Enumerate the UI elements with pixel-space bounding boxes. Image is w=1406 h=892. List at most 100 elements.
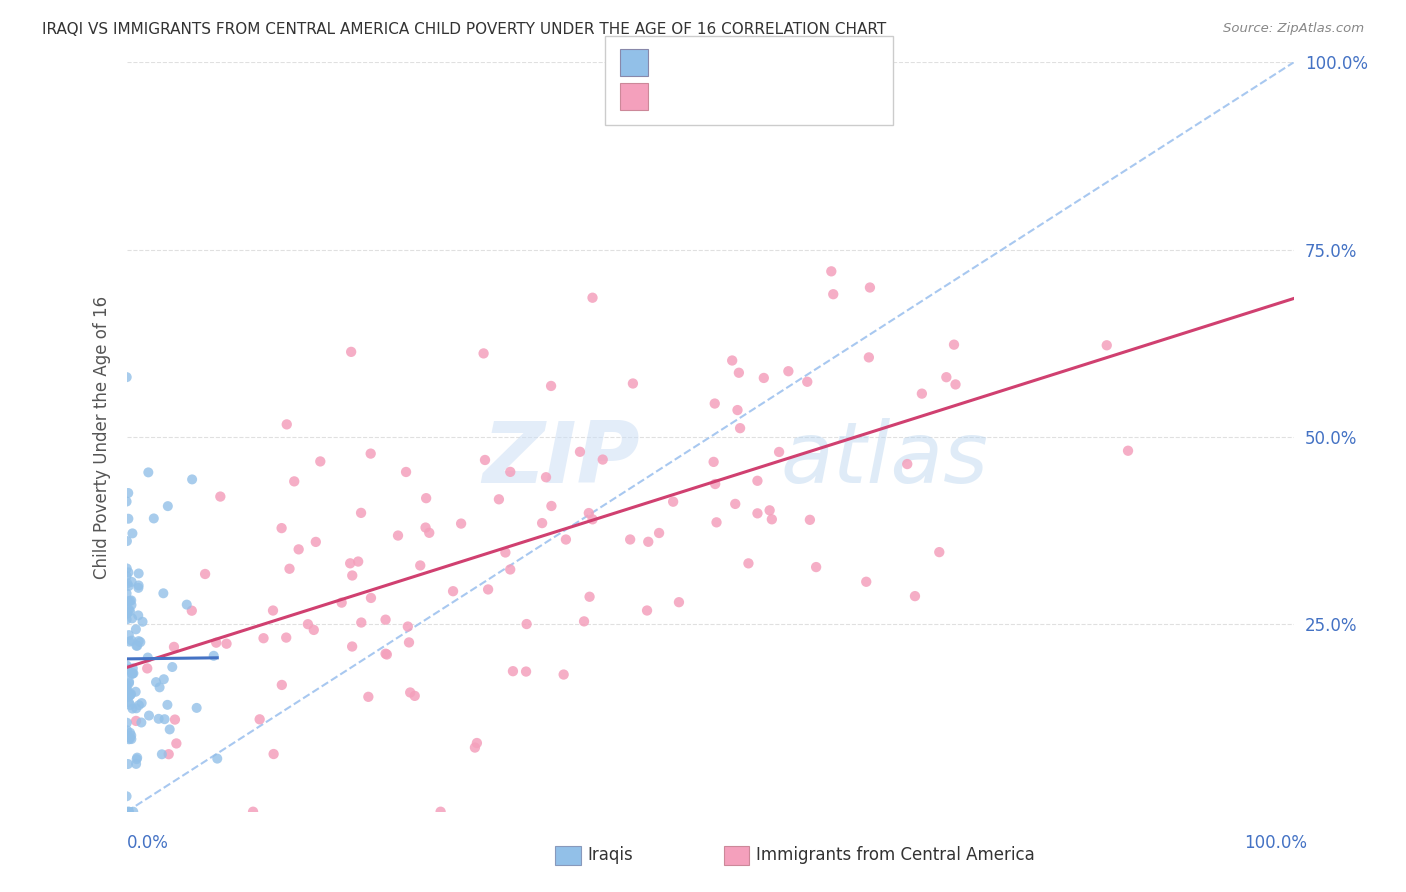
Point xyxy=(429,805,451,819)
Point xyxy=(118,805,141,819)
Point xyxy=(249,712,271,726)
Point xyxy=(350,506,373,520)
Point xyxy=(1095,338,1118,352)
Point xyxy=(703,396,725,410)
Point xyxy=(142,511,165,525)
Point xyxy=(465,736,488,750)
Point xyxy=(162,660,184,674)
Point xyxy=(531,516,554,530)
Point xyxy=(115,728,138,742)
Point xyxy=(553,667,575,681)
Point xyxy=(165,736,187,750)
Point xyxy=(152,586,174,600)
Point xyxy=(153,672,176,686)
Point xyxy=(117,486,139,500)
Point xyxy=(115,586,138,600)
Point xyxy=(540,379,562,393)
Point xyxy=(499,465,522,479)
Point xyxy=(117,566,139,580)
Point xyxy=(136,661,159,675)
Point xyxy=(118,628,141,642)
Point xyxy=(357,690,380,704)
Point xyxy=(360,447,382,461)
Point xyxy=(297,617,319,632)
Point xyxy=(121,666,143,681)
Point xyxy=(494,545,516,559)
Point xyxy=(758,503,780,517)
Point xyxy=(578,506,600,520)
Point xyxy=(399,685,422,699)
Point xyxy=(858,351,880,365)
Point xyxy=(398,635,420,649)
Point xyxy=(117,756,139,771)
Text: 0.242: 0.242 xyxy=(699,54,752,71)
Text: N =: N = xyxy=(759,87,796,105)
Point xyxy=(270,521,292,535)
Point xyxy=(569,445,592,459)
Point xyxy=(117,805,139,819)
Point xyxy=(276,417,298,432)
Point xyxy=(156,698,179,712)
Point xyxy=(668,595,690,609)
Point xyxy=(242,805,264,819)
Text: R =: R = xyxy=(657,87,693,105)
Point xyxy=(118,594,141,608)
Point xyxy=(554,533,576,547)
Point xyxy=(176,598,198,612)
Point xyxy=(120,688,142,702)
Point xyxy=(115,729,138,743)
Point xyxy=(621,376,644,391)
Point xyxy=(911,386,934,401)
Point xyxy=(409,558,432,573)
Point xyxy=(374,647,396,661)
Point xyxy=(115,606,138,620)
Point xyxy=(138,708,160,723)
Point xyxy=(752,371,775,385)
Point xyxy=(120,593,142,607)
Point xyxy=(404,689,426,703)
Text: Immigrants from Central America: Immigrants from Central America xyxy=(756,847,1035,864)
Point xyxy=(374,613,396,627)
Point xyxy=(350,615,373,630)
Point xyxy=(262,603,284,617)
Point xyxy=(209,490,232,504)
Point xyxy=(904,589,927,603)
Text: N =: N = xyxy=(759,54,796,71)
Point xyxy=(450,516,472,531)
Point xyxy=(534,470,557,484)
Point xyxy=(115,678,138,692)
Point xyxy=(115,494,138,508)
Point xyxy=(464,740,486,755)
Point xyxy=(737,557,759,571)
Point xyxy=(859,280,882,294)
Point xyxy=(127,581,149,595)
Point xyxy=(796,375,818,389)
Point xyxy=(117,512,139,526)
Text: 100: 100 xyxy=(797,54,832,71)
Point xyxy=(118,689,141,703)
Point xyxy=(115,805,138,819)
Point xyxy=(540,499,562,513)
Point xyxy=(157,747,180,762)
Point xyxy=(117,662,139,676)
Point xyxy=(747,506,769,520)
Point xyxy=(128,578,150,592)
Point xyxy=(115,690,138,704)
Point xyxy=(302,623,325,637)
Point xyxy=(118,732,141,747)
Point xyxy=(121,633,143,648)
Text: 120: 120 xyxy=(797,87,832,105)
Point xyxy=(768,445,790,459)
Point xyxy=(153,712,176,726)
Point xyxy=(121,526,143,541)
Point xyxy=(120,732,142,747)
Point xyxy=(115,370,138,384)
Point xyxy=(215,637,238,651)
Point xyxy=(339,557,361,571)
Point xyxy=(202,648,225,663)
Point xyxy=(118,725,141,739)
Point xyxy=(943,337,966,351)
Point xyxy=(131,696,153,710)
Point xyxy=(804,560,827,574)
Point xyxy=(159,723,181,737)
